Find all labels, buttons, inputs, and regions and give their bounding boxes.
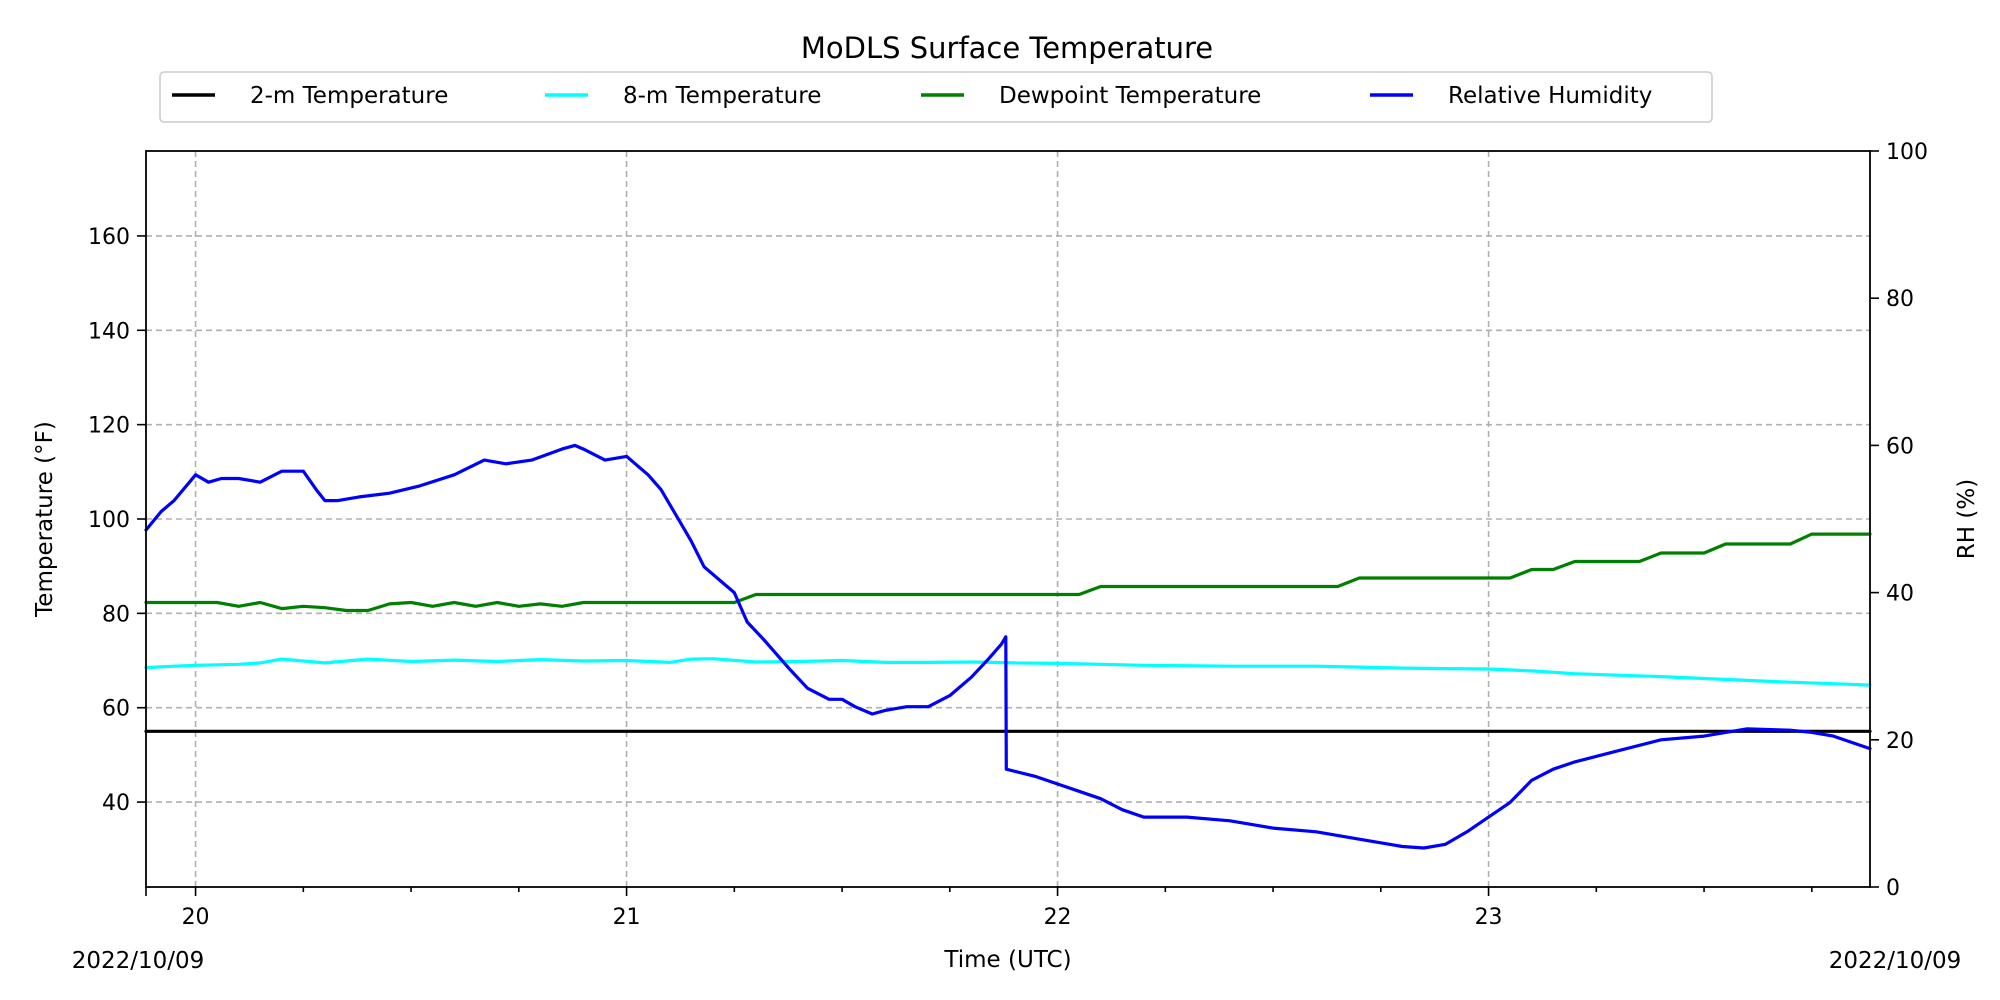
y-left-tick-label: 120	[88, 414, 130, 439]
legend-frame	[159, 71, 1713, 123]
y-right-tick-label: 40	[1886, 582, 1914, 607]
x-tick-label: 23	[1475, 905, 1503, 930]
legend-item-2-m-temperature: 2-m Temperature	[172, 83, 448, 109]
y-right-tick-label: 20	[1886, 729, 1914, 754]
y-left-tick-label: 100	[88, 508, 130, 533]
series-line-8-m-temperature	[144, 657, 1872, 687]
x-tick-label: 20	[182, 905, 210, 930]
x-axis-title: Time (UTC)	[943, 947, 1071, 973]
series-line-dewpoint-temperature	[144, 532, 1872, 613]
y-right-tick-label: 60	[1886, 434, 1914, 459]
legend-label: 8-m Temperature	[623, 83, 821, 109]
series-layer	[144, 443, 1872, 850]
y-right-tick-label: 100	[1886, 140, 1928, 165]
y-right-tick-label: 0	[1886, 876, 1900, 901]
legend-item-8-m-temperature: 8-m Temperature	[545, 83, 821, 109]
y-left-tick-label: 140	[88, 319, 130, 344]
series-line-relative-humidity	[144, 443, 1872, 850]
grid-layer	[146, 151, 1870, 887]
y-left-tick-label: 160	[88, 225, 130, 250]
x-tick-label: 21	[613, 905, 641, 930]
x-tick-label: 22	[1044, 905, 1072, 930]
legend-label: Relative Humidity	[1448, 83, 1652, 109]
legend-item-relative-humidity: Relative Humidity	[1370, 83, 1652, 109]
y-axis-right: 0 20 40 60 80 100	[1870, 140, 1928, 901]
x-corner-label-left: 2022/10/09	[72, 948, 205, 974]
y-right-tick-label: 80	[1886, 287, 1914, 312]
y-axis-left-title: Temperature (°F)	[32, 421, 58, 618]
legend-item-dewpoint-temperature: Dewpoint Temperature	[921, 83, 1261, 109]
x-corner-label-right: 2022/10/09	[1829, 948, 1962, 974]
legend-label: Dewpoint Temperature	[999, 83, 1261, 109]
y-left-tick-label: 80	[102, 602, 130, 627]
x-axis: 20 21 22 23	[145, 887, 1813, 930]
y-left-tick-label: 40	[102, 791, 130, 816]
y-axis-right-title: RH (%)	[1954, 479, 1980, 559]
y-left-tick-label: 60	[102, 697, 130, 722]
legend: 2-m Temperature 8-m Temperature Dewpoint T…	[159, 71, 1713, 123]
y-axis-left: 40 60 80 100 120 140 160	[88, 225, 146, 816]
legend-label: 2-m Temperature	[250, 83, 448, 109]
chart-title: MoDLS Surface Temperature	[801, 31, 1213, 65]
